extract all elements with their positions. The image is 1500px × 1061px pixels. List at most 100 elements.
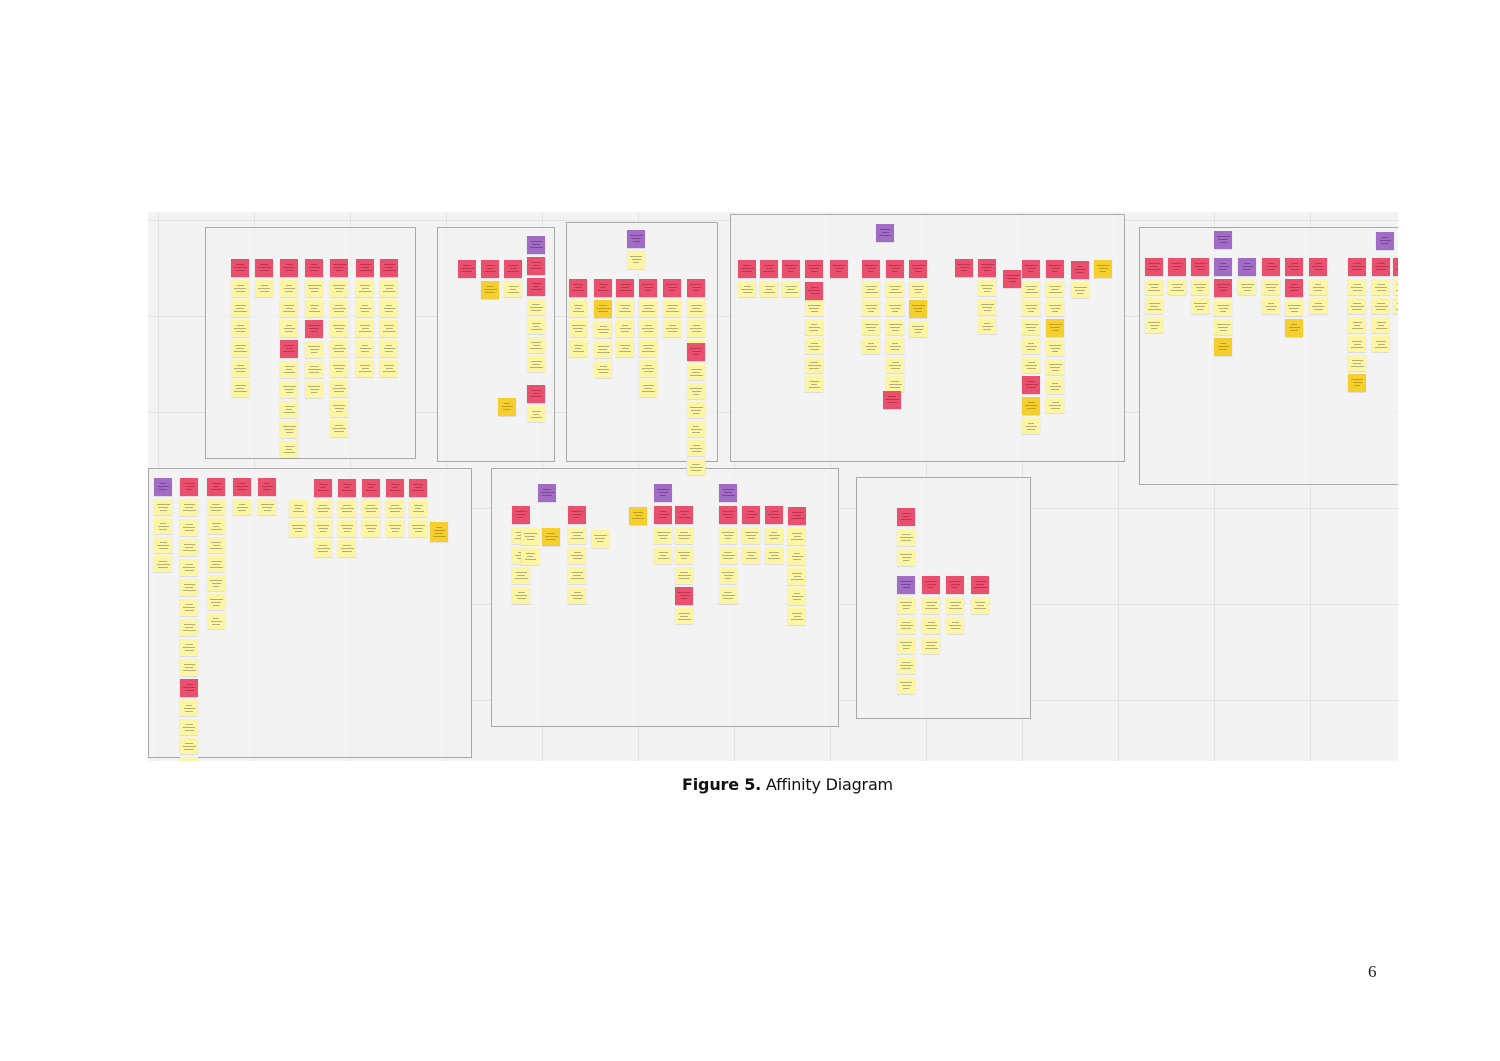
sticky-note	[527, 356, 545, 372]
group-note	[654, 484, 672, 502]
sticky-note	[1022, 338, 1040, 354]
sticky-note	[330, 420, 348, 437]
sticky-note	[687, 300, 705, 317]
sticky-note	[788, 608, 806, 625]
theme-note	[305, 259, 323, 277]
sticky-note	[409, 500, 427, 517]
sticky-note	[805, 300, 823, 316]
theme-note	[862, 260, 880, 278]
theme-note	[594, 279, 612, 297]
figure-label: Figure 5	[682, 775, 756, 794]
sticky-note	[594, 341, 612, 358]
sticky-note	[946, 617, 964, 634]
sticky-note	[380, 280, 398, 297]
sticky-note	[594, 321, 612, 338]
theme-note	[330, 259, 348, 277]
theme-note	[955, 259, 973, 277]
theme-note	[280, 259, 298, 277]
sticky-note	[922, 637, 940, 654]
sticky-note	[978, 280, 996, 296]
sticky-note	[207, 594, 225, 610]
sticky-note	[1145, 317, 1163, 333]
sticky-note	[305, 381, 323, 398]
theme-note	[675, 587, 693, 605]
sticky-note	[687, 459, 705, 475]
sticky-note	[1145, 298, 1163, 314]
affinity-diagram-board	[148, 212, 1398, 761]
theme-note	[409, 479, 427, 497]
sticky-note	[886, 357, 904, 373]
theme-note	[258, 478, 276, 496]
sticky-note	[231, 280, 249, 297]
sticky-note	[687, 402, 705, 418]
theme-note	[1022, 260, 1040, 278]
theme-note	[527, 257, 545, 275]
theme-note	[1372, 258, 1390, 276]
sticky-note	[639, 300, 657, 317]
sticky-note	[380, 340, 398, 357]
sticky-note	[330, 320, 348, 337]
sticky-note	[591, 530, 609, 548]
theme-note	[207, 478, 225, 496]
theme-note	[481, 260, 499, 278]
sticky-note	[1046, 281, 1064, 297]
sticky-note	[180, 579, 198, 596]
sticky-note	[765, 527, 783, 544]
sticky-note	[527, 318, 545, 334]
theme-note	[569, 279, 587, 297]
sticky-note	[154, 518, 172, 534]
sticky-note	[512, 587, 530, 604]
sticky-note	[280, 421, 298, 438]
theme-note	[1046, 260, 1064, 278]
group-note	[1214, 258, 1232, 276]
sticky-note	[1191, 298, 1209, 314]
sticky-note	[568, 587, 586, 604]
sticky-note	[1348, 279, 1366, 295]
theme-note	[1309, 258, 1327, 276]
theme-note	[765, 506, 783, 524]
sticky-note	[180, 700, 198, 716]
sticky-note	[1046, 359, 1064, 375]
sticky-note	[946, 597, 964, 614]
sticky-note	[305, 341, 323, 358]
sticky-note	[207, 556, 225, 572]
sticky-note	[380, 300, 398, 317]
theme-note	[527, 385, 545, 403]
sticky-note	[886, 319, 904, 335]
sticky-note	[314, 520, 332, 537]
highlight-note	[542, 528, 560, 546]
highlight-note	[629, 507, 647, 525]
sticky-note	[1372, 298, 1390, 314]
sticky-note	[805, 376, 823, 392]
sticky-note	[330, 400, 348, 417]
theme-note	[458, 260, 476, 278]
group-note	[627, 230, 645, 248]
theme-note	[356, 259, 374, 277]
theme-note	[805, 260, 823, 278]
theme-note	[897, 508, 915, 526]
sticky-note	[897, 597, 915, 614]
sticky-note	[527, 299, 545, 315]
theme-note	[512, 506, 530, 524]
theme-note	[305, 320, 323, 338]
theme-note	[782, 260, 800, 278]
sticky-note	[386, 500, 404, 517]
sticky-note	[280, 381, 298, 398]
theme-note	[1214, 279, 1232, 297]
theme-note	[719, 506, 737, 524]
sticky-note	[897, 529, 915, 546]
theme-note	[675, 506, 693, 524]
theme-note	[1262, 258, 1280, 276]
theme-note	[504, 260, 522, 278]
sticky-note	[231, 300, 249, 317]
sticky-note	[788, 568, 806, 585]
sticky-note	[742, 547, 760, 564]
sticky-note	[207, 575, 225, 591]
sticky-note	[616, 300, 634, 317]
sticky-note	[569, 340, 587, 357]
sticky-note	[1071, 282, 1089, 298]
sticky-note	[330, 360, 348, 377]
sticky-note	[765, 547, 783, 564]
sticky-note	[639, 320, 657, 337]
theme-note	[1168, 258, 1186, 276]
